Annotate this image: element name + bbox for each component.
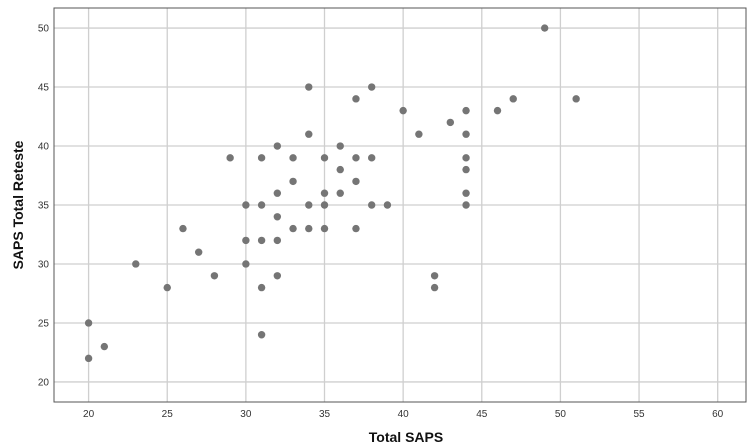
data-point — [320, 189, 329, 197]
x-axis-title: Total SAPS — [369, 429, 443, 445]
x-tick-label: 25 — [162, 409, 174, 420]
y-tick-label: 20 — [38, 377, 50, 388]
data-point — [572, 95, 580, 103]
data-point — [352, 154, 360, 162]
x-tick-label: 60 — [712, 409, 724, 420]
data-point — [446, 118, 455, 127]
data-point — [257, 283, 266, 292]
data-point — [367, 154, 376, 162]
data-point — [273, 213, 282, 221]
data-point — [462, 201, 470, 209]
x-tick-label: 50 — [555, 409, 567, 420]
data-point — [383, 201, 392, 209]
data-point — [132, 260, 140, 268]
x-tick-label: 20 — [83, 409, 95, 420]
data-point — [430, 272, 439, 280]
data-point — [273, 236, 282, 245]
data-point — [462, 106, 470, 115]
data-point — [84, 319, 93, 327]
x-tick-label: 35 — [319, 409, 331, 420]
data-point — [242, 260, 250, 268]
data-point — [462, 154, 470, 162]
data-point — [352, 95, 360, 103]
data-point — [273, 272, 282, 280]
data-point — [305, 224, 313, 233]
data-point — [257, 236, 266, 245]
y-tick-label: 40 — [38, 142, 50, 153]
data-points — [84, 24, 580, 363]
data-point — [336, 142, 344, 150]
data-point — [509, 95, 517, 103]
data-point — [289, 177, 297, 186]
data-point — [415, 130, 423, 138]
x-tick-label: 45 — [476, 409, 488, 420]
data-point — [257, 331, 266, 339]
data-point — [352, 224, 360, 233]
data-point — [430, 283, 439, 292]
data-point — [367, 83, 376, 91]
data-point — [226, 154, 234, 162]
data-point — [179, 224, 187, 233]
data-point — [493, 106, 502, 115]
data-point — [273, 142, 282, 150]
data-point — [163, 283, 171, 292]
data-point — [462, 165, 470, 174]
data-point — [320, 224, 329, 233]
data-point — [194, 248, 203, 256]
data-point — [320, 154, 329, 162]
y-tick-label: 45 — [38, 83, 50, 94]
y-tick-label: 25 — [38, 318, 50, 329]
data-point — [305, 201, 313, 209]
y-tick-label: 30 — [38, 259, 50, 270]
data-point — [210, 272, 219, 280]
data-point — [289, 224, 297, 233]
plot-frame — [53, 7, 747, 403]
y-tick-label: 35 — [38, 201, 50, 212]
data-point — [462, 189, 470, 197]
data-point — [257, 201, 266, 209]
data-point — [462, 130, 470, 138]
data-point — [257, 154, 266, 162]
data-point — [367, 201, 376, 209]
data-point — [305, 130, 313, 138]
data-point — [305, 83, 313, 91]
x-tick-label: 30 — [240, 409, 252, 420]
y-axis-title: SAPS Total Reteste — [10, 140, 26, 269]
data-point — [289, 154, 297, 162]
data-point — [242, 201, 250, 209]
data-point — [320, 201, 329, 209]
data-point — [540, 24, 549, 32]
x-tick-label: 55 — [633, 409, 645, 420]
data-point — [352, 177, 360, 186]
grid — [54, 8, 746, 402]
data-point — [399, 106, 407, 115]
y-tick-labels: 20 25 30 35 40 45 50 — [38, 24, 50, 389]
data-point — [84, 354, 93, 363]
data-point — [273, 189, 282, 197]
y-tick-label: 50 — [38, 24, 50, 35]
x-tick-label: 40 — [398, 409, 410, 420]
data-point — [100, 342, 109, 351]
data-point — [242, 236, 250, 245]
data-point — [336, 165, 344, 174]
x-tick-labels: 20 25 30 35 40 45 50 55 60 — [83, 409, 724, 420]
data-point — [336, 189, 344, 197]
